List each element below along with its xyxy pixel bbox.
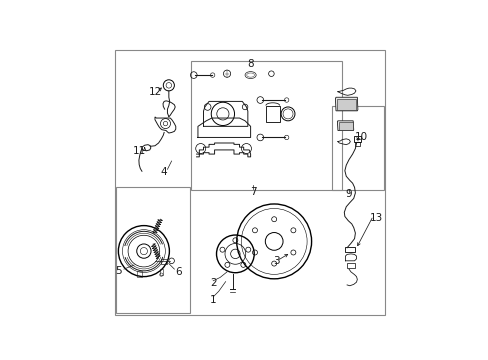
- Text: 7: 7: [249, 186, 256, 197]
- Polygon shape: [335, 97, 357, 111]
- Bar: [336, 99, 355, 110]
- Text: 1: 1: [209, 294, 216, 305]
- Text: 8: 8: [247, 59, 253, 69]
- Polygon shape: [337, 121, 353, 131]
- Text: 10: 10: [354, 132, 367, 143]
- Text: 9: 9: [345, 189, 352, 199]
- Bar: [354, 141, 359, 146]
- Text: 6: 6: [175, 267, 182, 277]
- Bar: [338, 122, 352, 130]
- Bar: [344, 247, 354, 252]
- Bar: [116, 187, 189, 314]
- Bar: [265, 105, 279, 122]
- Bar: [160, 269, 163, 275]
- Bar: [332, 105, 383, 190]
- Bar: [160, 258, 167, 264]
- Text: 12: 12: [148, 87, 161, 97]
- Bar: [353, 136, 361, 141]
- Text: 5: 5: [115, 266, 122, 275]
- Text: 4: 4: [160, 167, 166, 177]
- Bar: [346, 263, 354, 268]
- Text: 13: 13: [369, 213, 383, 223]
- Text: 11: 11: [133, 146, 146, 156]
- Text: 2: 2: [209, 278, 216, 288]
- Bar: [191, 61, 342, 190]
- Bar: [137, 270, 142, 278]
- Text: 3: 3: [273, 256, 280, 266]
